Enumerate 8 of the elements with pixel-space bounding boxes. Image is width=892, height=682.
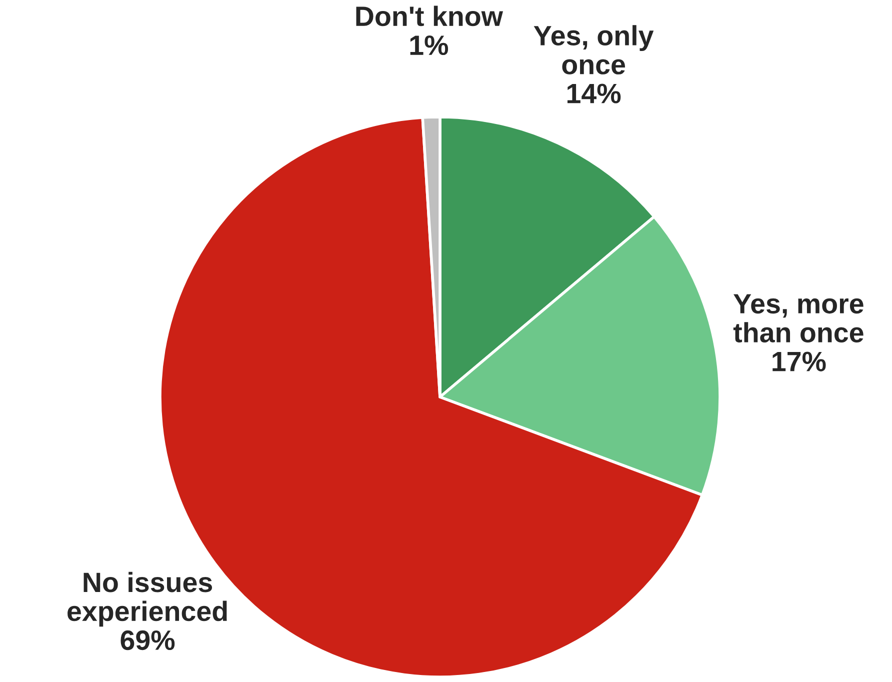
data-label: 14%: [568, 84, 621, 104]
data-label: 17%: [772, 352, 826, 372]
slice-label: Don't know: [356, 6, 504, 26]
slice-label: Yes, only once: [534, 25, 654, 74]
slice-label: No issues experienced: [68, 572, 227, 627]
data-label: 69%: [120, 630, 175, 650]
data-label: 1%: [410, 35, 448, 56]
slice-label: Yes, more than once: [733, 294, 864, 342]
